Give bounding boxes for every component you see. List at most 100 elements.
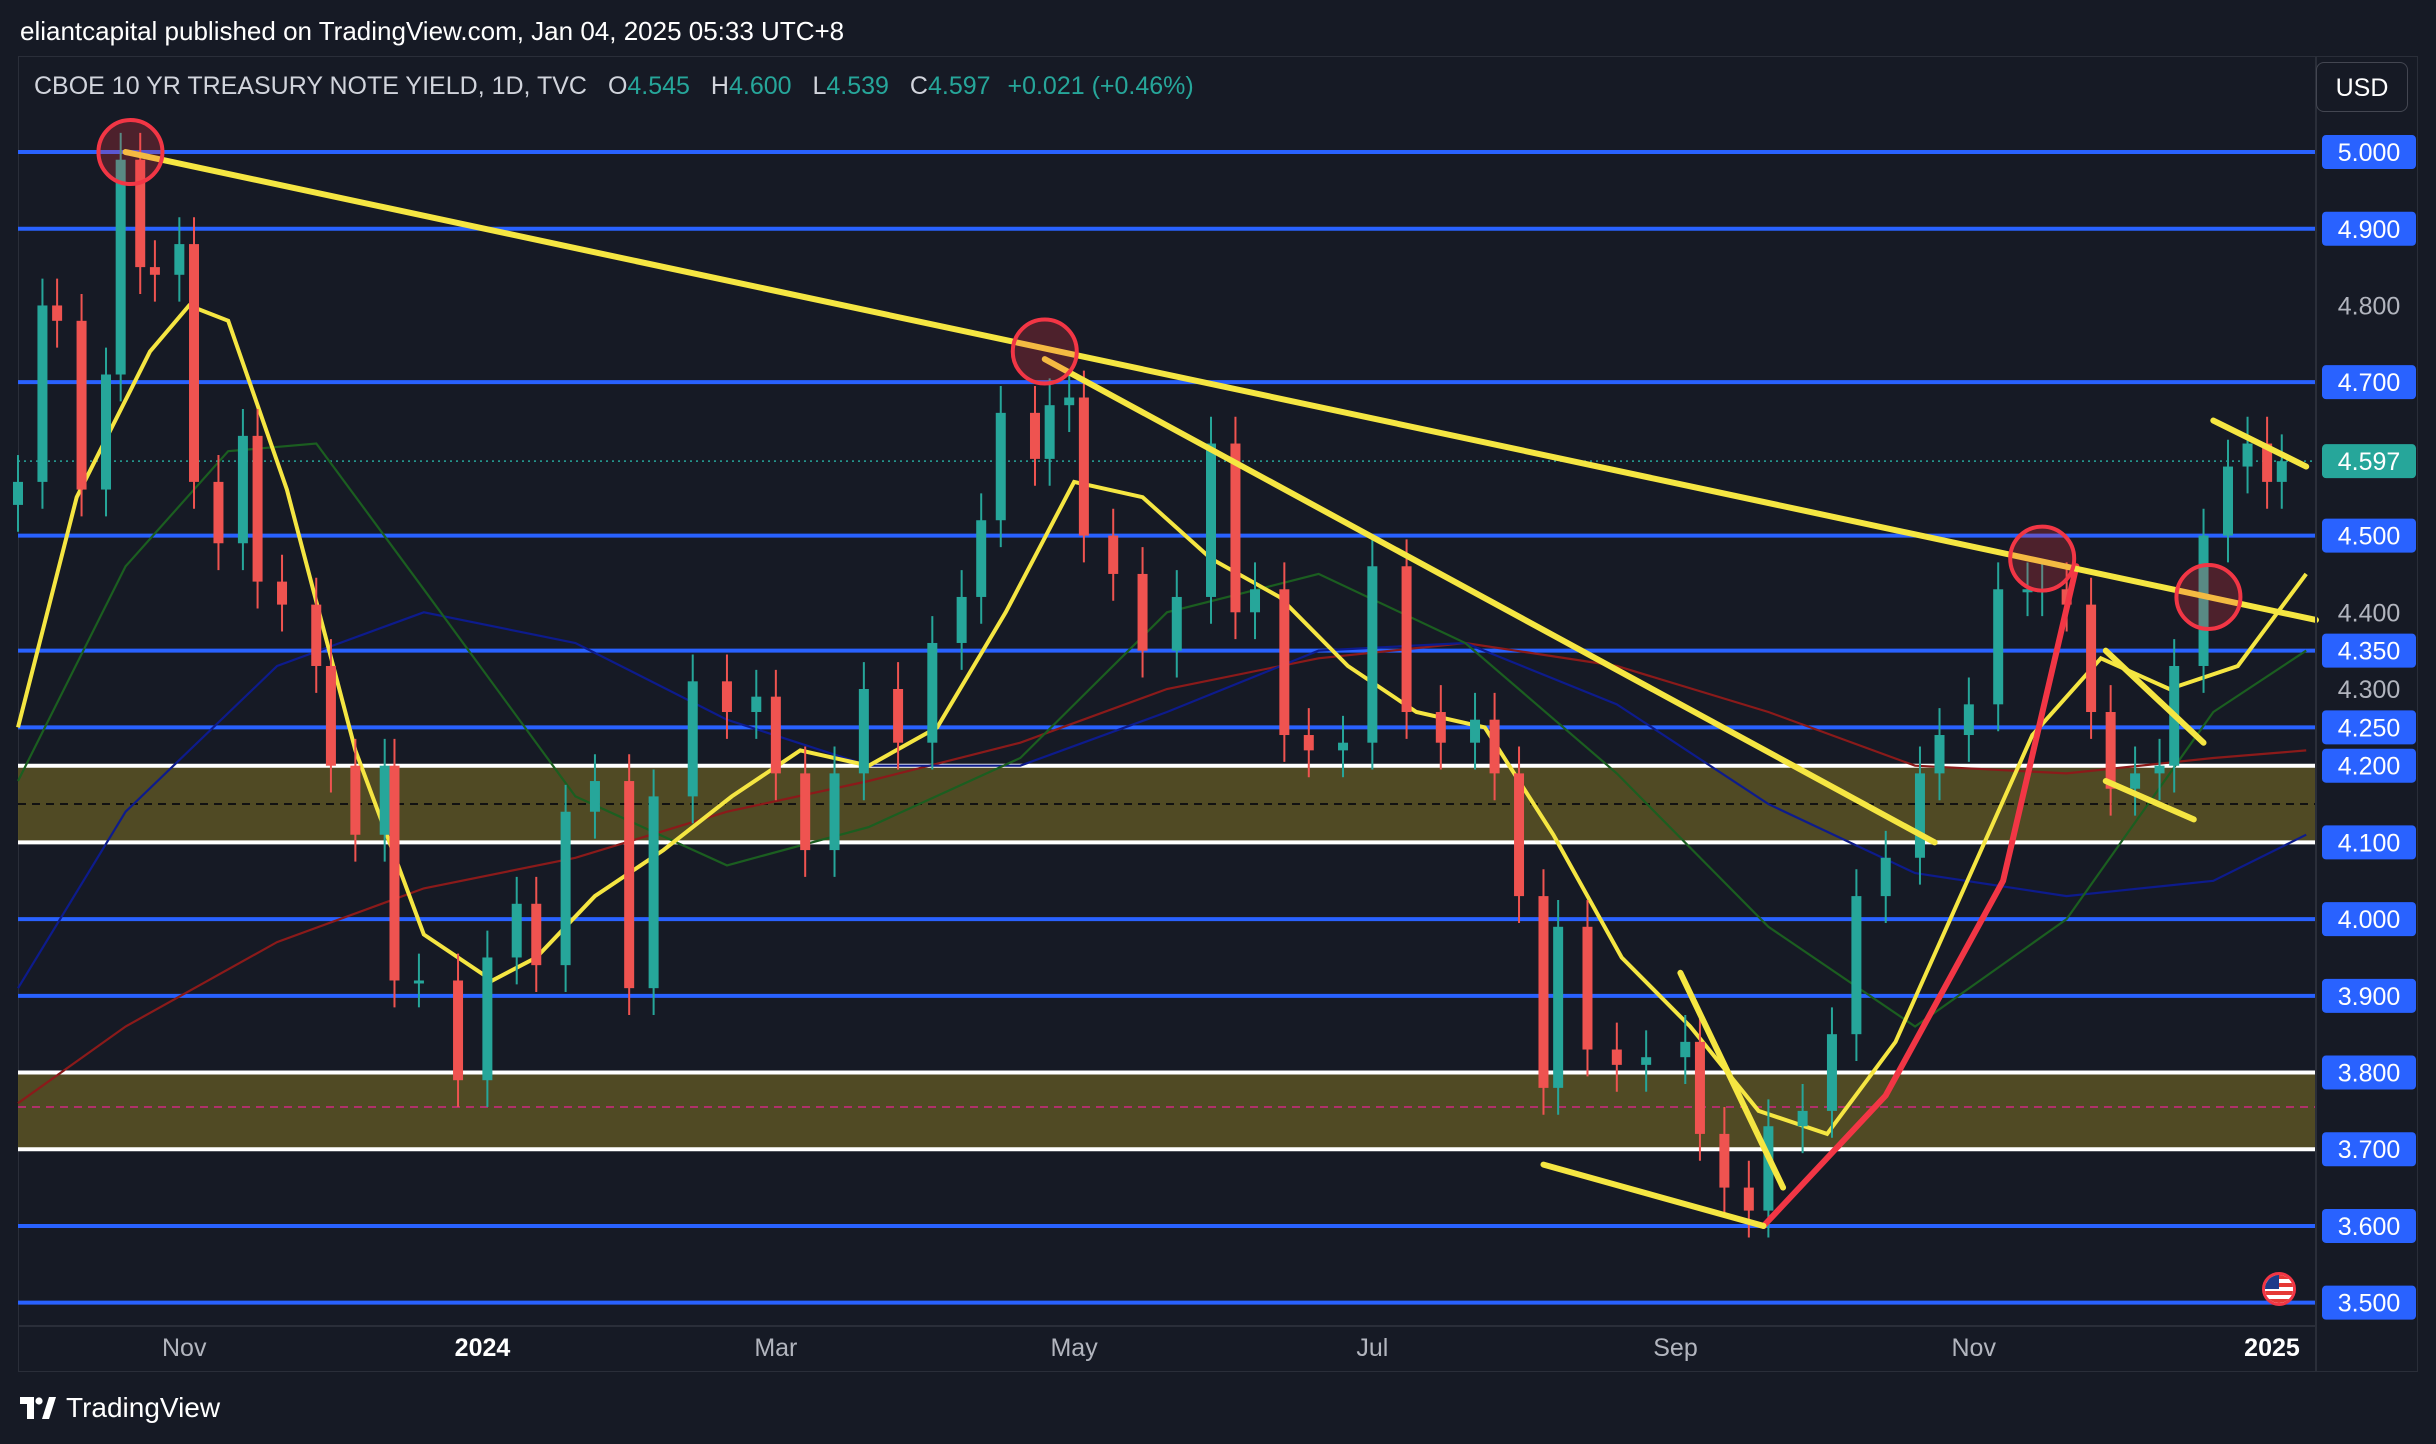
candle-body [1611, 1049, 1622, 1065]
candle-body [927, 642, 938, 743]
y-tick-label: 4.400 [2338, 599, 2401, 627]
candle-body [174, 244, 185, 275]
candle-body [13, 481, 23, 505]
candle-body [560, 811, 571, 966]
trendline [1041, 356, 1938, 846]
y-tick-label: 4.700 [2338, 369, 2401, 397]
range-zone [18, 1072, 2316, 1150]
y-tick-label: 4.250 [2338, 714, 2401, 742]
x-tick-label: Jul [1356, 1334, 1388, 1362]
candle-body [800, 773, 811, 851]
candle-body [893, 689, 904, 743]
trendline [1677, 969, 1787, 1191]
ma-red-line [17, 641, 2307, 1105]
candle-body [1137, 573, 1148, 651]
candle-body [687, 681, 698, 797]
candle-body [325, 665, 336, 766]
open-value: 4.545 [627, 72, 690, 100]
candle-body [1064, 397, 1075, 406]
price-tag-bg [2322, 211, 2416, 246]
candle-body [2130, 773, 2141, 789]
trendline [1540, 1161, 1767, 1229]
candle-body [751, 696, 762, 713]
change-value: +0.021 (+0.46%) [1007, 72, 1194, 100]
candle-body [1914, 773, 1925, 858]
price-tag-bg [2322, 1055, 2416, 1090]
candle-body [2154, 765, 2165, 774]
candle-body [1250, 589, 1261, 613]
price-tag-bg [2322, 748, 2416, 783]
highlight-circle [2008, 524, 2077, 593]
x-tick-label: Sep [1653, 1334, 1697, 1362]
y-tick-label: 4.300 [2338, 676, 2401, 704]
y-tick-label: 5.000 [2338, 139, 2401, 167]
candle-body [2086, 604, 2097, 713]
candle-body [1489, 719, 1500, 774]
price-tag-bg [2322, 978, 2416, 1013]
candle-body [1880, 857, 1891, 897]
candle-body [1303, 735, 1314, 751]
candle-body [829, 773, 840, 851]
candle-body [149, 267, 160, 275]
candle-body [2262, 443, 2273, 482]
candle-body [237, 435, 248, 544]
close-label: C [909, 72, 928, 100]
candle-body [1826, 1034, 1837, 1111]
candle-body [1230, 443, 1241, 613]
top-bar: eliantcapital published on TradingView.c… [0, 0, 2436, 60]
red-curve [1760, 563, 2080, 1229]
low-value: 4.539 [826, 72, 889, 100]
candles-group [13, 132, 2287, 1238]
candle-body [1029, 412, 1040, 459]
y-tick-label: 3.900 [2338, 983, 2401, 1011]
candle-body [1694, 1041, 1705, 1134]
trendline [2102, 647, 2207, 746]
highlight-circle [96, 118, 165, 187]
candle-body [1279, 589, 1290, 736]
candle-body [2222, 466, 2233, 536]
candle-body [1514, 773, 1525, 897]
candle-body [1993, 589, 2004, 705]
candle-body [1934, 735, 1945, 774]
candle-body [37, 305, 48, 482]
trendline [122, 149, 2319, 623]
high-label: H [710, 72, 729, 100]
candle-body [2276, 461, 2287, 482]
x-tick-label: Nov [162, 1334, 207, 1362]
price-tag-bg [2322, 518, 2416, 553]
candle-body [413, 980, 424, 984]
candle-body [311, 604, 322, 666]
candle-body [389, 765, 400, 981]
candle-body [379, 765, 390, 835]
price-tag-bg [2322, 135, 2416, 170]
candle-body [770, 696, 781, 774]
candle-body [858, 689, 869, 774]
candle-body [1206, 443, 1217, 597]
highlight-circle [2174, 562, 2243, 631]
candle-body [648, 796, 659, 989]
ma-green-line [17, 442, 2307, 1028]
currency-button[interactable]: USD [2316, 62, 2408, 112]
tradingview-logo[interactable]: TradingView [20, 1392, 220, 1424]
y-tick-label: 4.900 [2338, 216, 2401, 244]
candle-body [1470, 719, 1481, 743]
footer [0, 1380, 2436, 1444]
candle-body [589, 781, 600, 812]
x-tick-label: May [1050, 1334, 1098, 1362]
candle-body [1401, 566, 1412, 713]
candle-body [252, 435, 263, 582]
high-value: 4.600 [728, 72, 792, 100]
price-tag-bg [2322, 1132, 2416, 1167]
price-tag-bg [2322, 365, 2416, 400]
y-tick-label: 4.350 [2338, 638, 2401, 666]
candle-body [350, 765, 361, 835]
candle-body [482, 957, 493, 1081]
open-label: O [607, 72, 628, 100]
candle-body [1367, 566, 1378, 743]
us-flag-icon[interactable] [2262, 1272, 2296, 1306]
chart-frame [18, 56, 2418, 1372]
y-tick-label: 3.700 [2338, 1136, 2401, 1164]
candle-body [721, 681, 732, 713]
symbol-title: CBOE 10 YR TREASURY NOTE YIELD, 1D, TVC [34, 72, 587, 100]
